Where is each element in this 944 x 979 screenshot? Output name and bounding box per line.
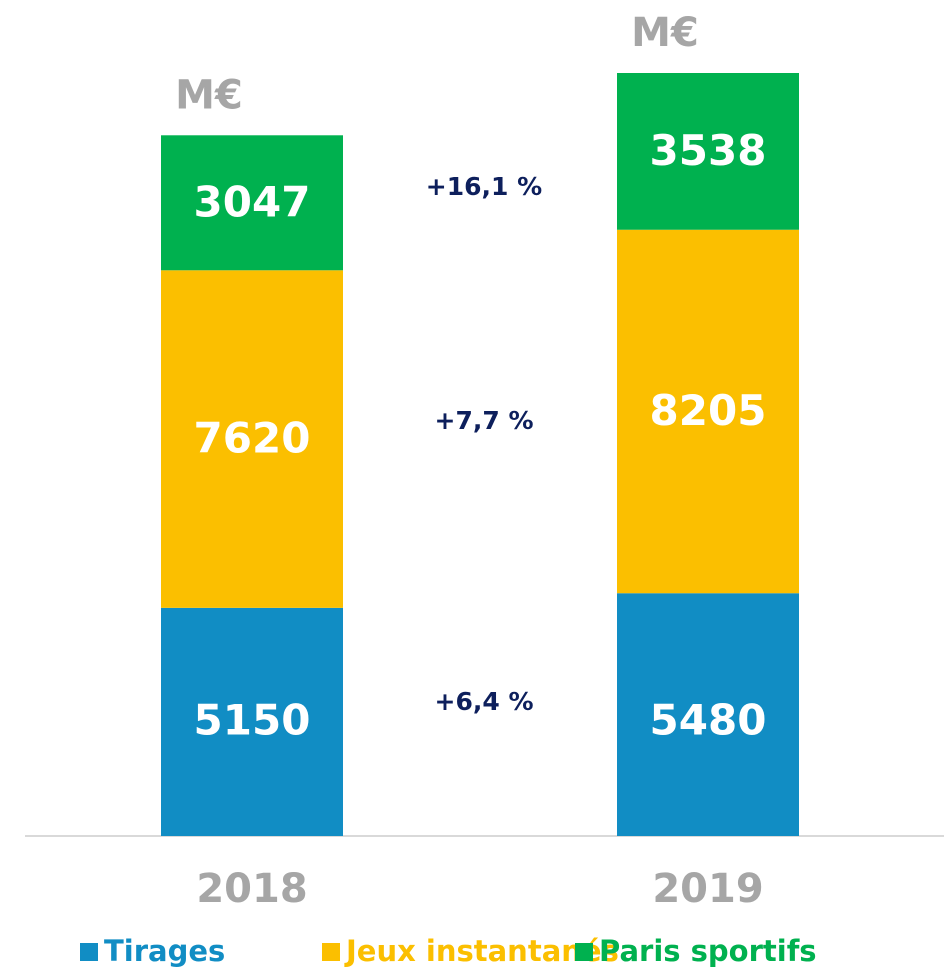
legend-swatch <box>322 943 340 961</box>
annotation: +6,4 % <box>435 687 534 716</box>
legend-label: Jeux instantanés <box>344 934 619 968</box>
bar-segment <box>617 593 799 836</box>
data-label: 3538 <box>650 126 767 175</box>
legend-label: Paris sportifs <box>599 934 817 968</box>
bar-segment <box>161 270 343 608</box>
data-label: 5480 <box>650 696 767 745</box>
annotation: +7,7 % <box>435 406 534 435</box>
legend-label: Tirages <box>104 934 225 968</box>
bar-segment <box>617 73 799 230</box>
data-label: 8205 <box>650 386 767 435</box>
legend-swatch <box>575 943 593 961</box>
unit-label: M€ <box>175 72 243 118</box>
data-label: 7620 <box>194 414 311 463</box>
bar-segment <box>161 607 343 836</box>
unit-label: M€ <box>631 10 699 56</box>
bar-segment <box>161 135 343 271</box>
legend-swatch <box>80 943 98 961</box>
bar-segment <box>617 229 799 594</box>
x-tick-label: 2018 <box>196 866 307 912</box>
x-tick-label: 2019 <box>652 866 763 912</box>
data-label: 3047 <box>194 177 311 226</box>
data-label: 5150 <box>194 696 311 745</box>
annotation: +16,1 % <box>426 172 542 201</box>
